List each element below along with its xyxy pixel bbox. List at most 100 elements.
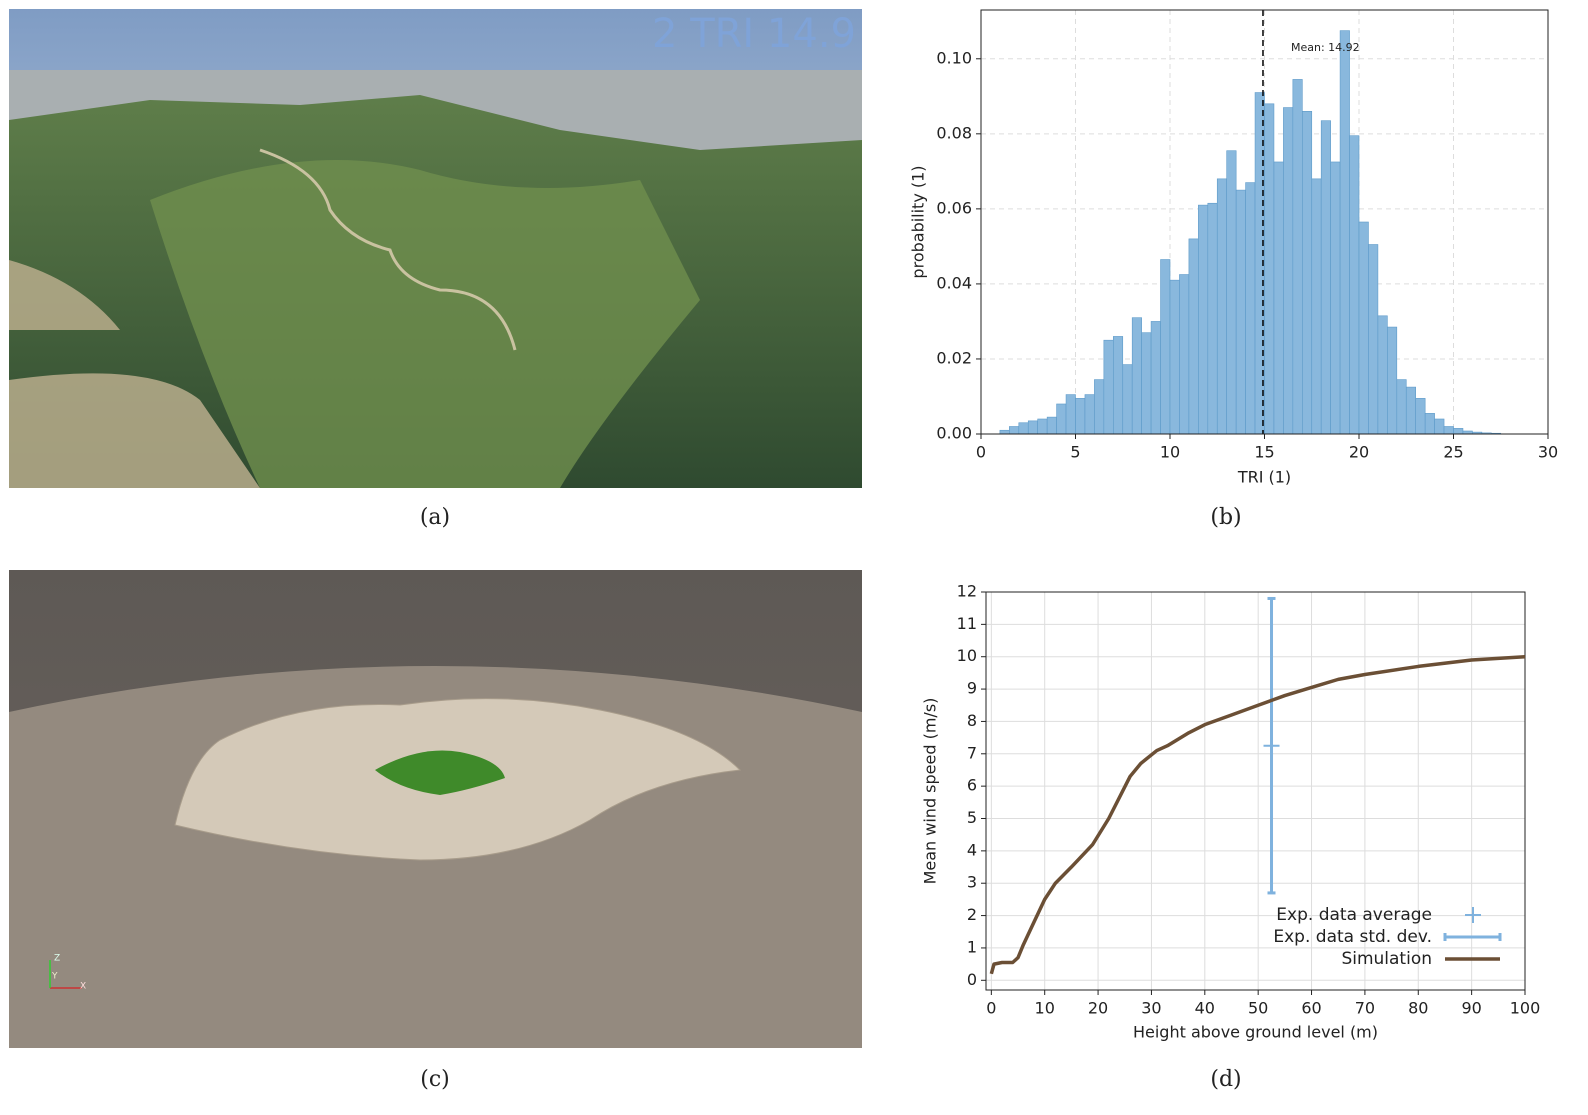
bar — [1264, 103, 1275, 435]
legend-label: Simulation — [1341, 949, 1432, 969]
y-axis-label: Mean wind speed (m/s) — [921, 698, 940, 885]
x-tick-label: 20 — [1088, 999, 1108, 1018]
x-tick-label: 5 — [1070, 443, 1080, 462]
x-tick-label: 0 — [976, 443, 986, 462]
bar — [1207, 202, 1218, 435]
bar — [1198, 204, 1209, 435]
bar — [1094, 379, 1105, 435]
axis-label: Y — [51, 972, 58, 982]
y-tick-label: 7 — [967, 743, 977, 762]
y-tick-label: 12 — [957, 582, 977, 601]
y-tick-label: 6 — [967, 776, 977, 795]
photo-overlay: 2 TRI 14.9 — [652, 11, 856, 57]
y-tick-label: 0.10 — [936, 48, 972, 67]
y-tick-label: 8 — [967, 711, 977, 730]
bar — [1358, 221, 1369, 435]
x-tick-label: 20 — [1349, 443, 1369, 462]
y-tick-label: 9 — [967, 679, 977, 698]
bar — [1453, 428, 1464, 435]
bar — [1320, 120, 1331, 435]
bar — [1311, 178, 1322, 435]
y-tick-label: 5 — [967, 808, 977, 827]
bar — [1169, 279, 1180, 435]
bar — [1084, 394, 1095, 435]
bar — [1415, 398, 1426, 435]
axis-label: X — [80, 982, 86, 992]
y-tick-label: 0.00 — [936, 424, 972, 443]
bar — [1103, 339, 1114, 435]
bar — [1056, 403, 1067, 435]
bar — [1018, 422, 1029, 435]
x-tick-label: 80 — [1408, 999, 1428, 1018]
caption: (d) — [1210, 1067, 1241, 1092]
bar — [1179, 274, 1190, 435]
plot-frame — [980, 9, 1549, 435]
clearcut — [150, 160, 700, 488]
bar — [1131, 317, 1142, 435]
y-tick-label: 10 — [957, 646, 977, 665]
caption: (c) — [420, 1067, 450, 1092]
bar — [999, 429, 1010, 435]
y-tick-label: 11 — [957, 614, 977, 633]
x-axis-label: TRI (1) — [1237, 468, 1291, 487]
axis-label: Z — [54, 954, 60, 964]
bar — [1368, 244, 1379, 435]
bar — [1424, 413, 1435, 435]
x-tick-label: 0 — [986, 999, 996, 1018]
error-bar — [1267, 596, 1276, 895]
photo-panel: 2 TRI 14.9 — [9, 9, 862, 488]
x-tick-label: 100 — [1510, 999, 1541, 1018]
bar — [1150, 321, 1161, 435]
legend-label: Exp. data std. dev. — [1273, 927, 1432, 947]
bar — [1405, 386, 1416, 435]
bar — [1122, 364, 1133, 435]
bar — [1443, 426, 1454, 435]
bar — [1396, 379, 1407, 435]
x-tick-label: 40 — [1195, 999, 1215, 1018]
bar — [1141, 332, 1152, 435]
y-tick-label: 0 — [967, 970, 977, 989]
bar — [1037, 418, 1048, 435]
road — [259, 148, 517, 351]
y-tick-label: 0.02 — [936, 348, 972, 367]
x-tick-label: 10 — [1035, 999, 1055, 1018]
x-axis-label: Height above ground level (m) — [1133, 1023, 1378, 1042]
y-tick-label: 0.08 — [936, 123, 972, 142]
bar — [1235, 189, 1246, 435]
bar — [1349, 135, 1360, 435]
caption: (b) — [1210, 505, 1241, 530]
bar — [1292, 79, 1303, 435]
y-tick-label: 3 — [967, 873, 977, 892]
y-tick-label: 0.04 — [936, 273, 972, 292]
bar — [1046, 416, 1057, 435]
bar — [1339, 30, 1350, 435]
legend-label: Exp. data average — [1276, 905, 1432, 925]
line — [989, 654, 1526, 975]
forest-patch — [375, 750, 505, 795]
bar — [1330, 161, 1341, 435]
bar — [1113, 336, 1124, 435]
bar — [1216, 178, 1227, 435]
x-tick-label: 70 — [1355, 999, 1375, 1018]
y-axis-label: probability (1) — [909, 165, 928, 278]
x-tick-label: 30 — [1141, 999, 1161, 1018]
bar — [1387, 326, 1398, 435]
x-tick-label: 10 — [1160, 443, 1180, 462]
bar — [1009, 426, 1020, 435]
x-tick-label: 15 — [1254, 443, 1274, 462]
plot-frame — [985, 591, 1526, 991]
mean-annotation: Mean: 14.92 — [1291, 41, 1360, 54]
x-tick-label: 25 — [1443, 443, 1463, 462]
y-tick-label: 2 — [967, 905, 977, 924]
bar — [1245, 182, 1256, 435]
caption: (a) — [420, 505, 450, 530]
y-tick-label: 4 — [967, 840, 977, 859]
bar — [1302, 111, 1313, 435]
bare-slopes — [9, 260, 260, 488]
x-tick-label: 30 — [1538, 443, 1558, 462]
x-tick-label: 90 — [1461, 999, 1481, 1018]
x-tick-label: 50 — [1248, 999, 1268, 1018]
bar — [1434, 418, 1445, 435]
